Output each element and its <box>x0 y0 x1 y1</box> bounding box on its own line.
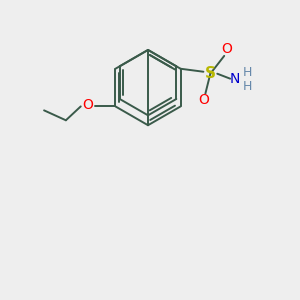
Text: H: H <box>242 80 252 93</box>
Text: O: O <box>198 94 209 107</box>
Text: N: N <box>230 72 240 86</box>
Text: H: H <box>242 66 252 79</box>
Text: O: O <box>221 42 232 56</box>
Text: S: S <box>205 66 216 81</box>
Text: O: O <box>82 98 93 112</box>
